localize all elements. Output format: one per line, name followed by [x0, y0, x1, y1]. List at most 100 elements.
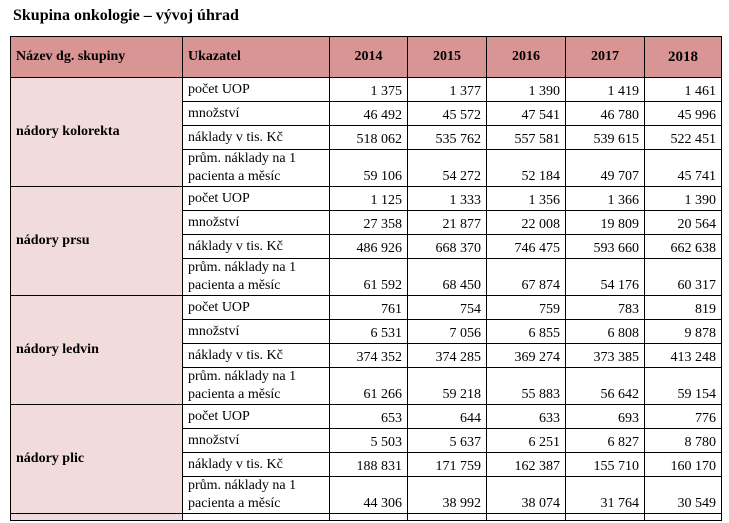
- indicator-cell: počet UOP: [182, 186, 330, 211]
- indicator-cell: počet UOP: [182, 295, 330, 320]
- value-cell: 46 780: [565, 101, 645, 126]
- cutoff-cell: [407, 513, 487, 521]
- value-cell: 369 274: [486, 343, 566, 368]
- value-cell: 47 541: [486, 101, 566, 126]
- value-cell: 1 419: [565, 77, 645, 102]
- value-cell: 68 450: [407, 258, 487, 296]
- group-name-cell: nádory ledvin: [10, 295, 183, 405]
- value-cell: 54 176: [565, 258, 645, 296]
- value-cell: 45 572: [407, 101, 487, 126]
- value-cell: 52 184: [486, 149, 566, 187]
- group-name-cell: nádory prsu: [10, 186, 183, 296]
- table-row: náklady v tis. Kč 188 831 171 759 162 387 15…: [11, 452, 722, 477]
- cutoff-cell: [644, 513, 722, 521]
- value-cell: 56 642: [565, 367, 645, 405]
- oncology-reimbursement-table: Název dg. skupiny Ukazatel 2014 2015 201…: [10, 36, 722, 521]
- indicator-cell: množství: [182, 210, 330, 235]
- header-group: Název dg. skupiny: [10, 36, 183, 78]
- value-cell: 593 660: [565, 234, 645, 259]
- table-row: nádory ledvin počet UOP 761 754 759 783 819: [10, 295, 722, 405]
- table-row: náklady v tis. Kč 518 062 535 762 557 581 53…: [11, 125, 722, 150]
- header-row: Název dg. skupiny Ukazatel 2014 2015 201…: [10, 36, 722, 78]
- indicator-cell: počet UOP: [182, 77, 330, 102]
- value-cell: 1 390: [644, 186, 722, 211]
- table-row-cutoff: [10, 513, 722, 521]
- table-row: prům. náklady na 1 pacienta a měsíc 59 10…: [11, 149, 722, 187]
- value-cell: 5 503: [329, 428, 408, 453]
- indicator-cell: množství: [182, 101, 330, 126]
- value-cell: 761: [329, 295, 408, 320]
- value-cell: 535 762: [407, 125, 487, 150]
- value-cell: 19 809: [565, 210, 645, 235]
- indicator-cell: prům. náklady na 1 pacienta a měsíc: [182, 258, 330, 296]
- header-year-2016: 2016: [486, 36, 566, 78]
- cutoff-cell: [565, 513, 645, 521]
- value-cell: 783: [565, 295, 645, 320]
- table-row: nádory prsu počet UOP 1 125 1 333 1 356 1 366…: [10, 186, 722, 296]
- value-cell: 171 759: [407, 452, 487, 477]
- value-cell: 633: [486, 404, 566, 429]
- cutoff-cell: [10, 513, 183, 521]
- value-cell: 1 377: [407, 77, 487, 102]
- table-row: množství 27 358 21 877 22 008 19 809 20 564: [11, 210, 722, 235]
- value-cell: 22 008: [486, 210, 566, 235]
- value-cell: 1 390: [486, 77, 566, 102]
- value-cell: 31 764: [565, 476, 645, 514]
- value-cell: 373 385: [565, 343, 645, 368]
- value-cell: 6 827: [565, 428, 645, 453]
- value-cell: 45 741: [644, 149, 722, 187]
- value-cell: 54 272: [407, 149, 487, 187]
- value-cell: 693: [565, 404, 645, 429]
- table-row: nádory kolorekta počet UOP 1 375 1 377 1 390…: [10, 77, 722, 187]
- header-year-2014: 2014: [329, 36, 408, 78]
- value-cell: 59 154: [644, 367, 722, 405]
- value-cell: 522 451: [644, 125, 722, 150]
- header-indicator: Ukazatel: [182, 36, 330, 78]
- value-cell: 8 780: [644, 428, 722, 453]
- value-cell: 6 251: [486, 428, 566, 453]
- value-cell: 59 106: [329, 149, 408, 187]
- value-cell: 1 366: [565, 186, 645, 211]
- value-cell: 776: [644, 404, 722, 429]
- value-cell: 188 831: [329, 452, 408, 477]
- header-year-2017: 2017: [565, 36, 645, 78]
- value-cell: 155 710: [565, 452, 645, 477]
- value-cell: 662 638: [644, 234, 722, 259]
- value-cell: 21 877: [407, 210, 487, 235]
- group-name-cell: nádory plic: [10, 404, 183, 514]
- value-cell: 44 306: [329, 476, 408, 514]
- indicator-cell: náklady v tis. Kč: [182, 452, 330, 477]
- value-cell: 160 170: [644, 452, 722, 477]
- table-row: množství 6 531 7 056 6 855 6 808 9 878: [11, 319, 722, 344]
- value-cell: 67 874: [486, 258, 566, 296]
- value-cell: 61 592: [329, 258, 408, 296]
- value-cell: 486 926: [329, 234, 408, 259]
- value-cell: 9 878: [644, 319, 722, 344]
- value-cell: 6 808: [565, 319, 645, 344]
- value-cell: 60 317: [644, 258, 722, 296]
- value-cell: 557 581: [486, 125, 566, 150]
- value-cell: 6 531: [329, 319, 408, 344]
- indicator-cell: náklady v tis. Kč: [182, 343, 330, 368]
- table-row: náklady v tis. Kč 486 926 668 370 746 475 59…: [11, 234, 722, 259]
- value-cell: 1 356: [486, 186, 566, 211]
- value-cell: 38 074: [486, 476, 566, 514]
- table-row: nádory plic počet UOP 653 644 633 693 776: [10, 404, 722, 514]
- value-cell: 746 475: [486, 234, 566, 259]
- value-cell: 1 333: [407, 186, 487, 211]
- value-cell: 1 461: [644, 77, 722, 102]
- header-year-2018: 2018: [644, 36, 722, 78]
- indicator-cell: prům. náklady na 1 pacienta a měsíc: [182, 149, 330, 187]
- value-cell: 754: [407, 295, 487, 320]
- value-cell: 45 996: [644, 101, 722, 126]
- group-name-cell: nádory kolorekta: [10, 77, 183, 187]
- value-cell: 668 370: [407, 234, 487, 259]
- value-cell: 27 358: [329, 210, 408, 235]
- cutoff-cell: [182, 513, 330, 521]
- value-cell: 55 883: [486, 367, 566, 405]
- indicator-cell: náklady v tis. Kč: [182, 125, 330, 150]
- indicator-cell: množství: [182, 319, 330, 344]
- table-row: prům. náklady na 1 pacienta a měsíc 44 30…: [11, 476, 722, 514]
- table-row: prům. náklady na 1 pacienta a měsíc 61 59…: [11, 258, 722, 296]
- value-cell: 374 352: [329, 343, 408, 368]
